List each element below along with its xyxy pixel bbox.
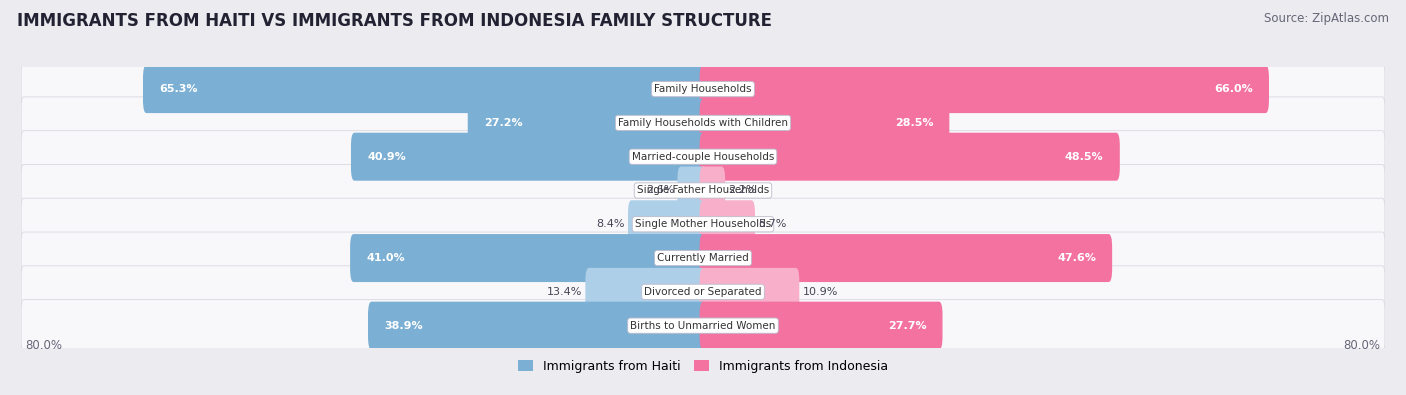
Text: Family Households: Family Households bbox=[654, 84, 752, 94]
Text: 48.5%: 48.5% bbox=[1064, 152, 1104, 162]
FancyBboxPatch shape bbox=[585, 268, 706, 316]
FancyBboxPatch shape bbox=[700, 133, 1119, 181]
Text: Single Father Households: Single Father Households bbox=[637, 186, 769, 196]
FancyBboxPatch shape bbox=[628, 200, 706, 248]
FancyBboxPatch shape bbox=[21, 300, 1385, 352]
FancyBboxPatch shape bbox=[700, 302, 942, 350]
Text: 47.6%: 47.6% bbox=[1057, 253, 1095, 263]
Text: 8.4%: 8.4% bbox=[596, 219, 624, 229]
Text: Family Households with Children: Family Households with Children bbox=[619, 118, 787, 128]
Text: 2.2%: 2.2% bbox=[728, 186, 756, 196]
FancyBboxPatch shape bbox=[700, 99, 949, 147]
Legend: Immigrants from Haiti, Immigrants from Indonesia: Immigrants from Haiti, Immigrants from I… bbox=[513, 355, 893, 378]
Text: 28.5%: 28.5% bbox=[894, 118, 934, 128]
Text: 5.7%: 5.7% bbox=[758, 219, 787, 229]
Text: 65.3%: 65.3% bbox=[159, 84, 198, 94]
Text: Currently Married: Currently Married bbox=[657, 253, 749, 263]
Text: 41.0%: 41.0% bbox=[367, 253, 405, 263]
FancyBboxPatch shape bbox=[21, 266, 1385, 318]
FancyBboxPatch shape bbox=[700, 65, 1270, 113]
Text: 80.0%: 80.0% bbox=[25, 339, 62, 352]
FancyBboxPatch shape bbox=[700, 268, 800, 316]
FancyBboxPatch shape bbox=[352, 133, 706, 181]
Text: 40.9%: 40.9% bbox=[367, 152, 406, 162]
Text: 27.7%: 27.7% bbox=[887, 321, 927, 331]
Text: 10.9%: 10.9% bbox=[803, 287, 838, 297]
Text: Divorced or Separated: Divorced or Separated bbox=[644, 287, 762, 297]
FancyBboxPatch shape bbox=[21, 63, 1385, 115]
FancyBboxPatch shape bbox=[21, 198, 1385, 250]
FancyBboxPatch shape bbox=[368, 302, 706, 350]
FancyBboxPatch shape bbox=[21, 131, 1385, 183]
Text: IMMIGRANTS FROM HAITI VS IMMIGRANTS FROM INDONESIA FAMILY STRUCTURE: IMMIGRANTS FROM HAITI VS IMMIGRANTS FROM… bbox=[17, 12, 772, 30]
FancyBboxPatch shape bbox=[700, 200, 755, 248]
FancyBboxPatch shape bbox=[700, 234, 1112, 282]
Text: Births to Unmarried Women: Births to Unmarried Women bbox=[630, 321, 776, 331]
Text: 80.0%: 80.0% bbox=[1344, 339, 1381, 352]
FancyBboxPatch shape bbox=[21, 164, 1385, 216]
FancyBboxPatch shape bbox=[21, 97, 1385, 149]
Text: 2.6%: 2.6% bbox=[645, 186, 673, 196]
Text: Married-couple Households: Married-couple Households bbox=[631, 152, 775, 162]
Text: 66.0%: 66.0% bbox=[1213, 84, 1253, 94]
FancyBboxPatch shape bbox=[350, 234, 706, 282]
Text: 13.4%: 13.4% bbox=[547, 287, 582, 297]
FancyBboxPatch shape bbox=[678, 166, 706, 214]
Text: Single Mother Households: Single Mother Households bbox=[636, 219, 770, 229]
FancyBboxPatch shape bbox=[468, 99, 706, 147]
Text: Source: ZipAtlas.com: Source: ZipAtlas.com bbox=[1264, 12, 1389, 25]
FancyBboxPatch shape bbox=[21, 232, 1385, 284]
Text: 27.2%: 27.2% bbox=[484, 118, 523, 128]
FancyBboxPatch shape bbox=[143, 65, 706, 113]
FancyBboxPatch shape bbox=[700, 166, 725, 214]
Text: 38.9%: 38.9% bbox=[384, 321, 423, 331]
